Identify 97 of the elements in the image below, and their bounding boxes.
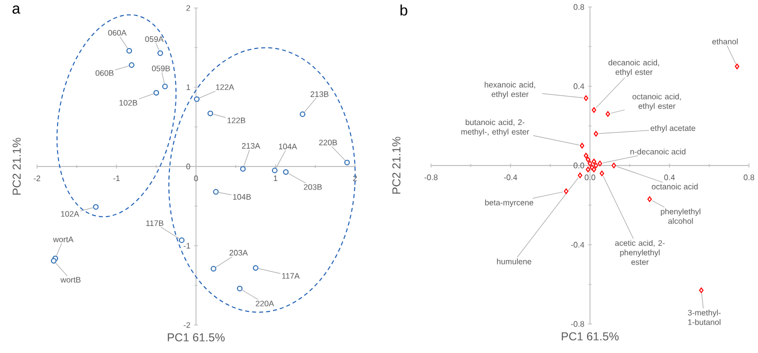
point [210, 266, 216, 272]
x-tick-label: 2 [353, 176, 357, 182]
point [50, 258, 57, 264]
annotation: 117B [146, 220, 164, 226]
point [93, 204, 99, 210]
annotation: decanoic acid, ethyl ester [608, 60, 660, 77]
annotation: 213B [310, 91, 328, 98]
point [213, 189, 219, 195]
x-tick-label: 0.4 [664, 174, 675, 180]
annotation: 060A [108, 30, 127, 36]
point [283, 169, 289, 175]
y-axis-title: PC2 21.1% [12, 138, 21, 195]
point [208, 110, 214, 116]
point [594, 130, 598, 137]
point [153, 90, 160, 96]
annotation: 059A [145, 36, 164, 42]
chart-title: b [400, 4, 408, 16]
y-axis-title: PC2 21.1% [392, 136, 400, 194]
annotation: ethyl acetate [650, 125, 696, 133]
annotation: 220B [319, 140, 337, 146]
annotation: 122A [216, 84, 234, 90]
point [606, 111, 610, 117]
annotation: phenylethyl alcohol [660, 208, 700, 224]
annotation: n-decanoic acid [630, 148, 686, 154]
point [586, 166, 590, 172]
x-tick-label: -1 [113, 176, 120, 182]
point [300, 111, 306, 117]
x-axis-title: PC1 61.5% [168, 333, 225, 342]
annotation: wortA [53, 236, 74, 242]
y-tick-label: -1 [184, 242, 190, 248]
point [272, 168, 278, 174]
annotation: 104B [233, 194, 251, 200]
x-tick-label: -0.8 [424, 174, 438, 180]
point [240, 166, 246, 172]
x-tick-label: -0.4 [504, 174, 518, 180]
point [236, 286, 243, 292]
annotation: 203B [304, 184, 322, 190]
point [592, 107, 596, 113]
x-tick-label: 0.8 [744, 174, 754, 180]
point [600, 170, 604, 176]
point [162, 84, 168, 90]
x-tick-label: 0.0 [584, 174, 596, 180]
y-tick-label: -0.4 [571, 242, 584, 248]
annotation: wortB [60, 277, 81, 283]
annotation: 102A [61, 211, 80, 217]
point [128, 62, 134, 68]
x-tick-label: 0 [194, 176, 198, 182]
point [734, 64, 740, 70]
annotation: 102B [120, 100, 138, 106]
x-tick-label: -2 [34, 176, 40, 182]
y-tick-label: 1 [186, 84, 190, 90]
annotation: 220A [256, 300, 274, 306]
point [157, 50, 164, 56]
annotation: hexanoic acid, ethyl ester [484, 82, 536, 99]
annotation: 059B [152, 66, 170, 72]
point [647, 196, 652, 202]
annotation: 104A [278, 144, 298, 150]
point [194, 96, 200, 102]
y-tick-label: 2 [186, 5, 190, 11]
point [598, 160, 602, 166]
y-tick-label: -0.8 [571, 321, 584, 327]
point [584, 152, 588, 158]
point [126, 48, 132, 54]
x-axis-title: PC1 61.5% [562, 332, 619, 340]
annotation: octanoic acid, ethyl ester [632, 94, 681, 110]
point [344, 160, 350, 166]
annotation: 060B [96, 70, 114, 76]
y-tick-label: -2 [184, 322, 190, 328]
y-tick-label: 0.0 [574, 162, 584, 168]
point [588, 160, 592, 166]
y-tick-label: 0.8 [574, 4, 584, 10]
point [592, 158, 596, 164]
y-tick-label: 0 [186, 164, 190, 170]
annotation: 122B [228, 118, 246, 124]
chart-title: a [12, 6, 20, 14]
point [586, 156, 590, 162]
annotation: octanoic acid [652, 184, 698, 190]
point [584, 95, 588, 101]
point [699, 288, 704, 294]
point [252, 265, 258, 271]
y-tick-label: 0.4 [574, 83, 584, 90]
annotation: beta-myrcene [485, 200, 534, 207]
annotation: butanoic acid, 2-methyl-, ethyl ester [461, 119, 530, 136]
annotation: humulene [497, 258, 532, 264]
annotation: acetic acid, 2-phenylethyl ester [615, 240, 665, 265]
point [578, 172, 582, 178]
x-tick-label: 1 [274, 176, 278, 182]
point [594, 162, 598, 168]
point [580, 142, 584, 148]
annotation: 3-methyl-1-butanol [688, 310, 721, 325]
point [564, 188, 568, 194]
annotation: ethanol [712, 38, 738, 44]
point [612, 162, 616, 168]
point [178, 237, 184, 243]
annotation: 213A [242, 143, 260, 149]
annotation: 203A [230, 250, 248, 256]
annotation: 117A [282, 273, 300, 279]
